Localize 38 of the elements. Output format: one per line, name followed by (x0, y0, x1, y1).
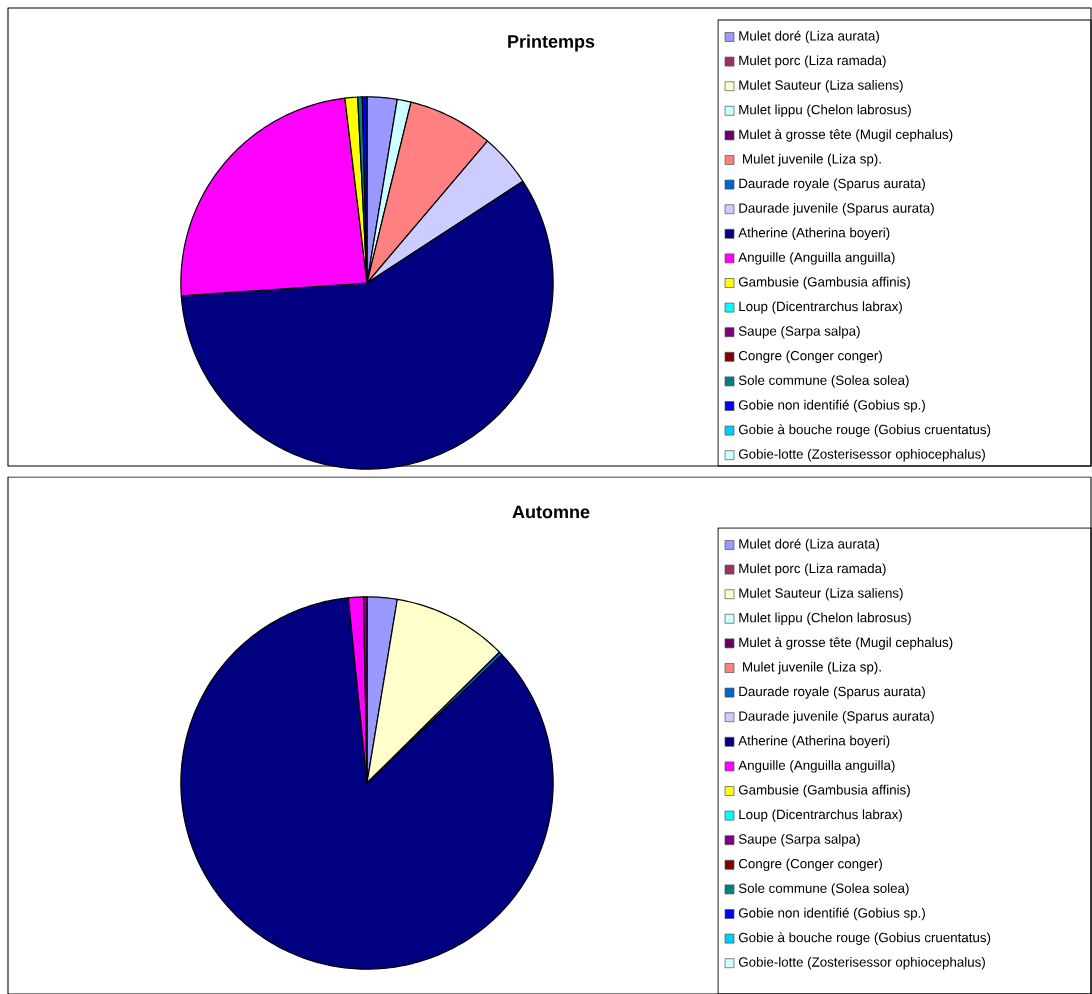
legend-label: Daurade royale (Sparus aurata) (739, 178, 925, 191)
legend-label: Saupe (Sarpa salpa) (738, 833, 860, 847)
legend-label: Mulet Sauteur (Liza saliens) (739, 587, 903, 601)
legend-label: Daurade juvenile (Sparus aurata) (739, 202, 934, 216)
legend-label: Mulet à grosse tête (Mugil cephalus) (739, 129, 953, 142)
legend-label: Mulet doré (Liza aurata) (739, 538, 879, 552)
legend-label: Anguille (Anguilla anguilla) (738, 760, 895, 773)
legend-label: Gambusie (Gambusia affinis) (738, 276, 910, 290)
legend-label: Saupe (Sarpa salpa) (738, 325, 860, 339)
legend-label: Atherine (Atherina boyeri) (738, 227, 890, 240)
legend-label: Anguille (Anguilla anguilla) (738, 252, 895, 265)
legend-label: Mulet à grosse tête (Mugil cephalus) (739, 637, 953, 650)
legend-label: Congre (Conger conger) (738, 858, 882, 871)
legend-label: Mulet lippu (Chelon labrosus) (739, 612, 911, 625)
chart-title: Automne (512, 505, 590, 519)
text: Printemps (508, 34, 595, 52)
legend-label: Gobie-lotte (Zosterisessor ophiocephalus) (738, 448, 985, 462)
legend-label: Daurade royale (Sparus aurata) (739, 686, 925, 699)
legend-label: Gobie-lotte (Zosterisessor ophiocephalus) (738, 956, 985, 970)
legend-label: Daurade juvenile (Sparus aurata) (739, 710, 934, 724)
legend-label: Loup (Dicentrarchus labrax) (739, 809, 902, 822)
legend-label: Mulet lippu (Chelon labrosus) (739, 104, 911, 117)
legend-label: Mulet juvenile (Liza sp). (743, 153, 881, 167)
legend-label: Loup (Dicentrarchus labrax) (739, 301, 902, 314)
legend-label: Sole commune (Solea solea) (738, 375, 909, 388)
legend-label: Congre (Conger conger) (738, 350, 882, 363)
legend-label: Gobie à bouche rouge (Gobius cruentatus) (738, 932, 991, 945)
legend-label: Atherine (Atherina boyeri) (738, 735, 890, 748)
legend-label: Gambusie (Gambusia affinis) (738, 784, 910, 798)
legend-label: Gobie à bouche rouge (Gobius cruentatus) (738, 424, 991, 437)
legend-label: Gobie non identifié (Gobius sp.) (738, 399, 925, 413)
legend-label: Mulet juvenile (Liza sp). (743, 661, 881, 675)
legend-label: Mulet Sauteur (Liza saliens) (739, 79, 903, 93)
legend-label: Sole commune (Solea solea) (738, 883, 909, 896)
legend-label: Mulet porc (Liza ramada) (739, 563, 886, 576)
legend-label: Mulet porc (Liza ramada) (739, 55, 886, 68)
legend-label: Mulet doré (Liza aurata) (739, 30, 879, 44)
legend-label: Gobie non identifié (Gobius sp.) (738, 907, 925, 921)
